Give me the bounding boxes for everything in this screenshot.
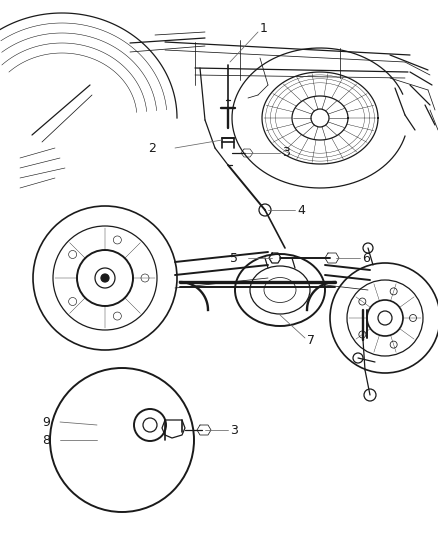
Text: 5: 5 (230, 252, 238, 264)
Text: 4: 4 (297, 204, 305, 216)
Text: 8: 8 (42, 433, 50, 447)
Text: 6: 6 (362, 252, 370, 264)
Text: 9: 9 (42, 416, 50, 429)
Text: 3: 3 (282, 147, 290, 159)
Text: 3: 3 (230, 424, 238, 437)
Circle shape (101, 274, 109, 282)
Text: 7: 7 (307, 334, 315, 346)
Text: 1: 1 (260, 21, 268, 35)
Text: 2: 2 (148, 141, 156, 155)
